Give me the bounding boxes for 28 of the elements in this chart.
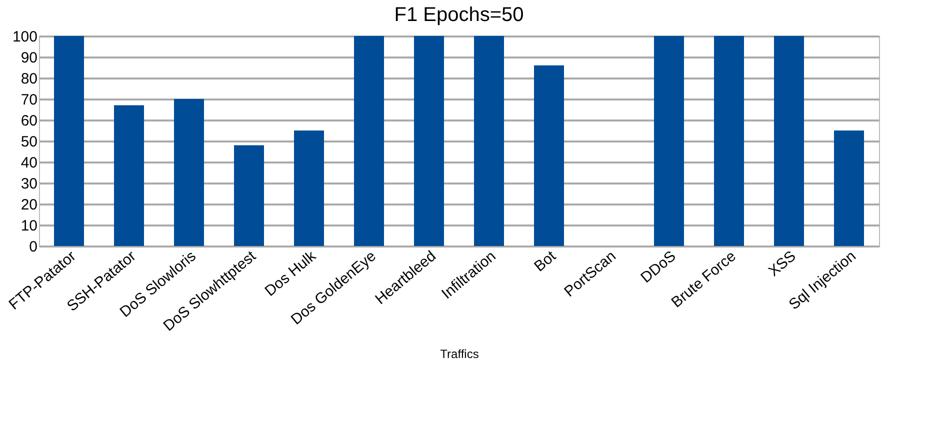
- bar: [114, 105, 144, 246]
- y-tick-label: 90: [20, 50, 38, 66]
- bar: [774, 36, 804, 246]
- bar: [474, 36, 504, 246]
- chart-title: F1 Epochs=50: [394, 4, 524, 26]
- y-tick-label: 10: [20, 218, 38, 234]
- y-tick-label: 50: [20, 134, 38, 150]
- bar: [534, 65, 564, 246]
- y-tick-label: 30: [20, 176, 38, 192]
- y-tick-label: 100: [12, 28, 38, 46]
- y-tick-label: 20: [20, 196, 38, 214]
- bar: [414, 36, 444, 246]
- bar: [174, 99, 204, 246]
- bar: [714, 36, 744, 246]
- bar: [654, 36, 684, 246]
- x-tick-label: Bot: [531, 247, 560, 276]
- bar: [834, 130, 864, 246]
- bar: [54, 36, 84, 246]
- y-tick-label: 0: [29, 238, 38, 256]
- y-tick-label: 40: [20, 154, 38, 172]
- y-tick-label: 60: [20, 112, 38, 130]
- bar: [354, 36, 384, 246]
- x-tick-label: XSS: [765, 248, 800, 280]
- y-tick-label: 70: [20, 92, 38, 108]
- bar: [234, 145, 264, 246]
- y-tick-label: 80: [20, 70, 38, 88]
- bar: [294, 130, 324, 246]
- x-axis-title: Traffics: [440, 346, 479, 361]
